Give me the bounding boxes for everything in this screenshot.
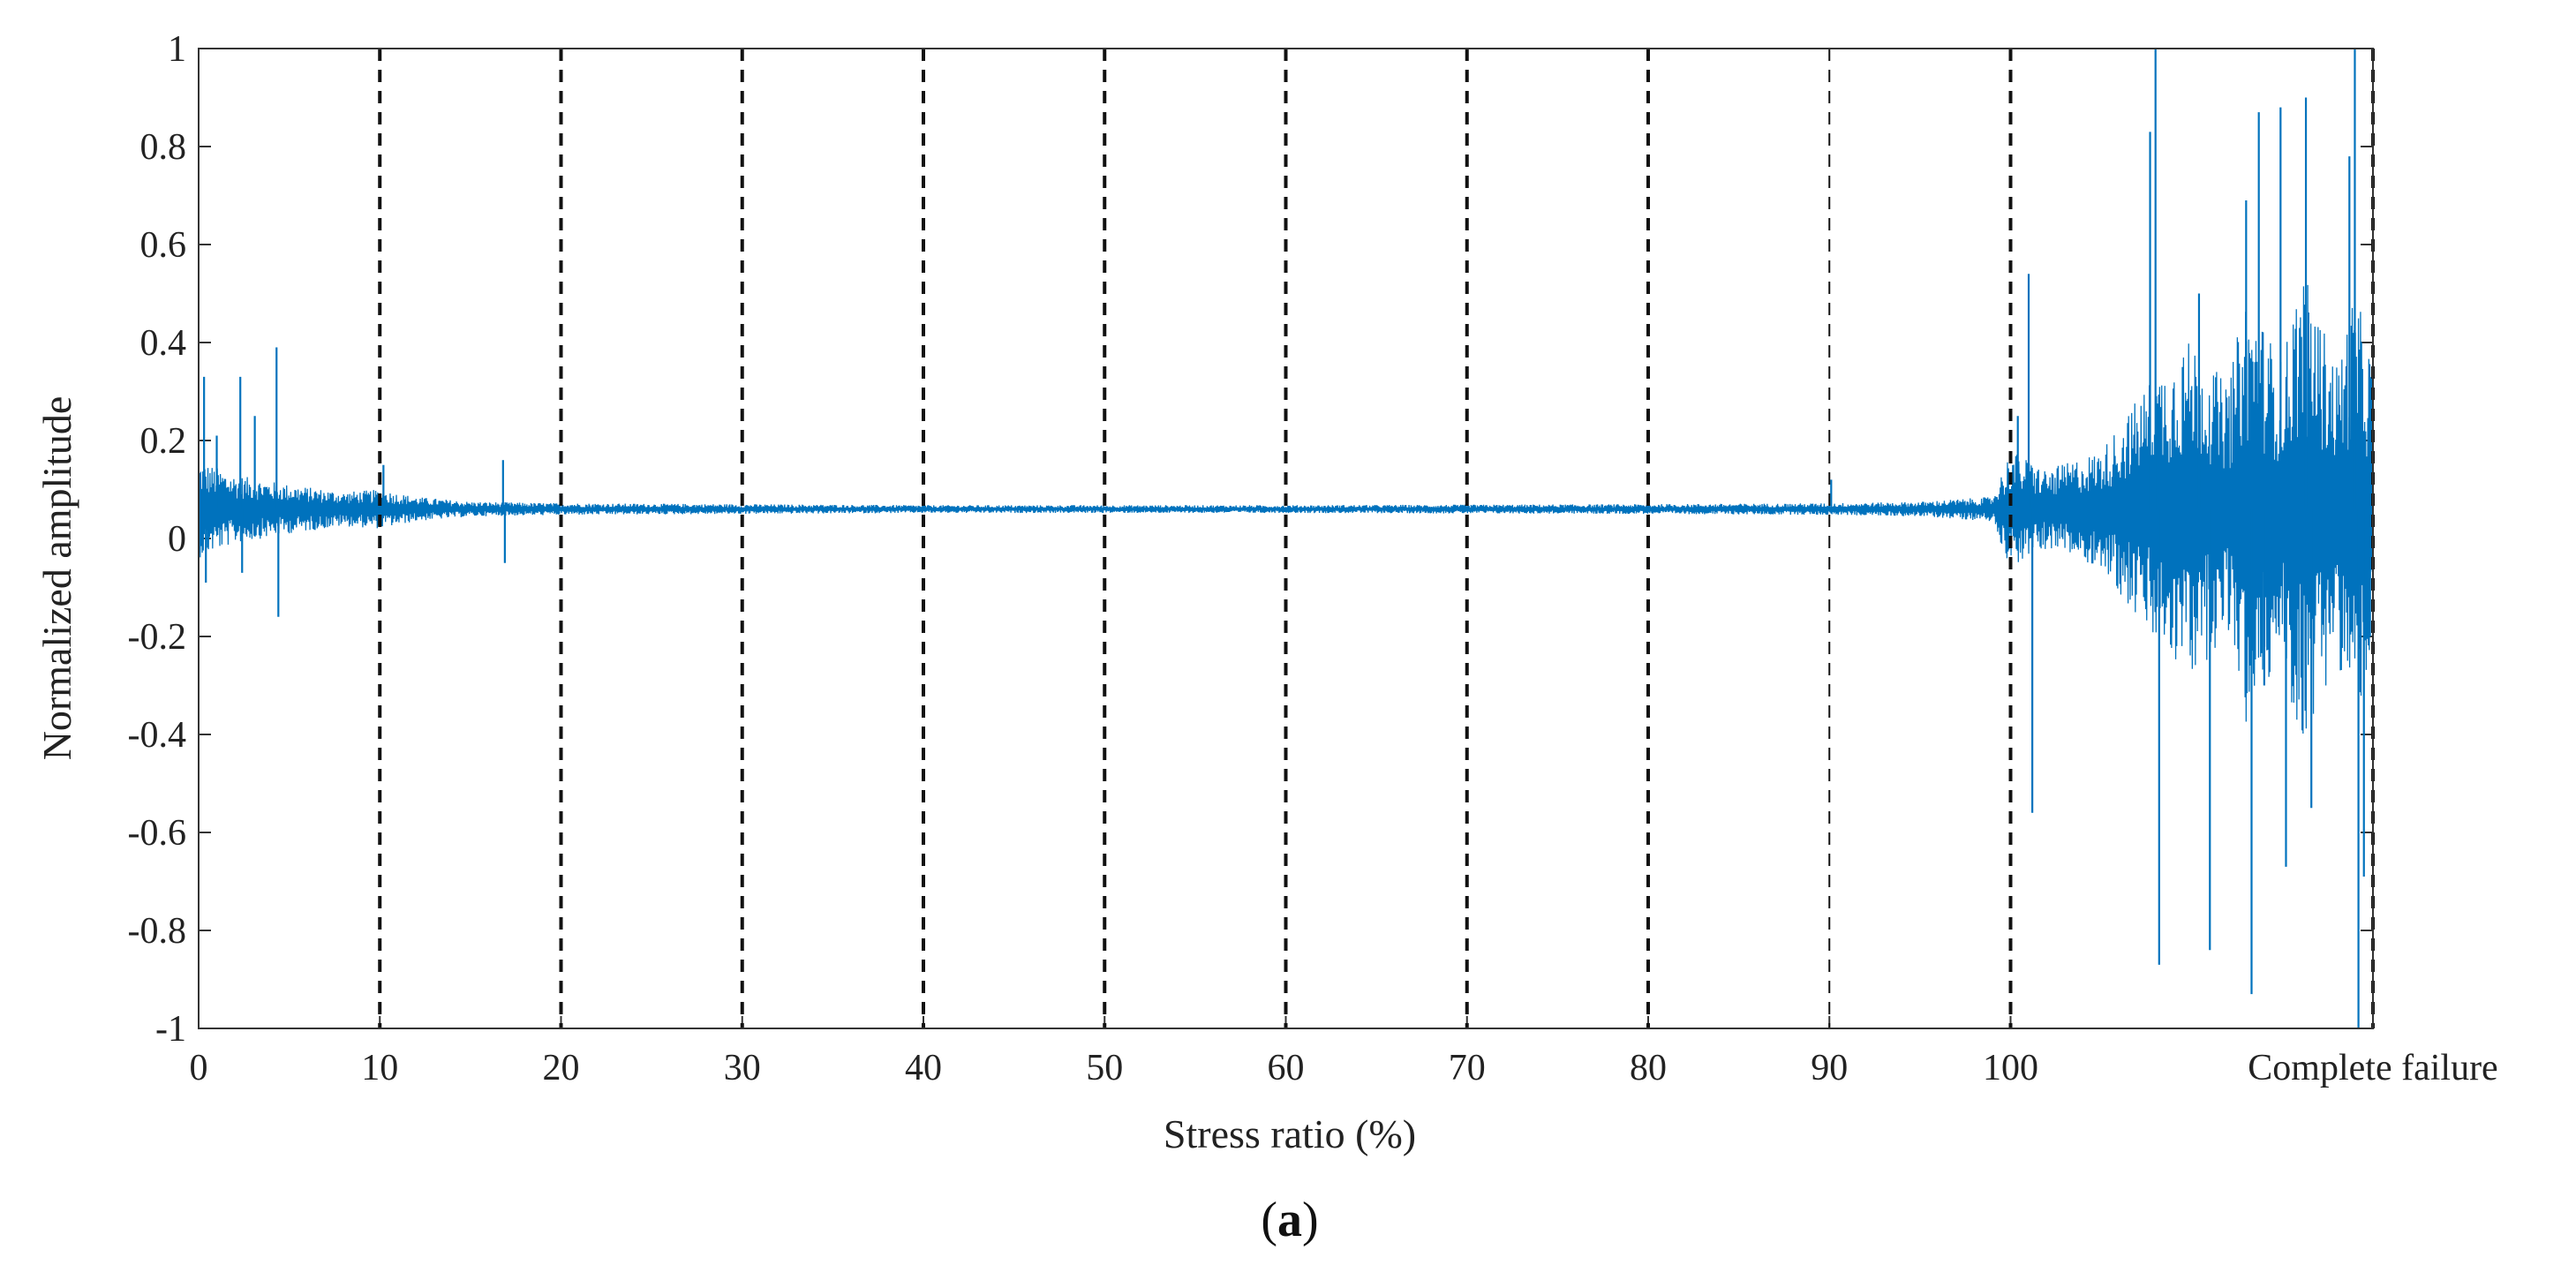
caption-letter: a	[1277, 1193, 1302, 1247]
y-tick-label: -1	[155, 1009, 186, 1050]
y-tick-label: 1	[168, 29, 186, 70]
x-tick-label: 30	[724, 1048, 761, 1088]
y-tick-label: 0.6	[140, 225, 187, 266]
x-tick-label: 40	[905, 1048, 942, 1088]
y-tick-label: -0.4	[128, 715, 187, 756]
x-tick-label: 90	[1811, 1048, 1848, 1088]
caption-close: )	[1302, 1193, 1319, 1247]
x-axis-title: Stress ratio (%)	[1164, 1111, 1416, 1156]
y-tick-label: 0.4	[140, 323, 187, 364]
y-axis-title: Normalized amplitude	[34, 396, 79, 761]
plot-frame	[198, 48, 2374, 1029]
y-tick-label: 0	[168, 519, 186, 560]
y-axis-ticks: -1 -0.8 -0.6 -0.4 -0.2 0 0.2 0.4 0.6 0.8 1	[128, 29, 2373, 1050]
x-tick-label: 50	[1086, 1048, 1123, 1088]
signal-line	[198, 284, 2374, 734]
signal-series	[198, 49, 2374, 1028]
y-tick-label: -0.8	[128, 911, 187, 952]
x-tick-label: 100	[1983, 1048, 2038, 1088]
x-tick-label: Complete failure	[2248, 1048, 2497, 1088]
stress-ratio-markers	[378, 49, 2375, 1028]
x-axis-ticks: 0 10 20 30 40 50 60 70 80 90 100 Complete failure	[190, 1016, 2498, 1088]
y-tick-label: 0.2	[140, 421, 187, 462]
x-tick-label: 60	[1268, 1048, 1305, 1088]
x-tick-label: 0	[190, 1048, 208, 1088]
x-tick-label: 20	[543, 1048, 580, 1088]
x-tick-label: 80	[1630, 1048, 1667, 1088]
y-tick-label: 0.8	[140, 127, 187, 168]
y-tick-label: -0.2	[128, 617, 187, 658]
figure-caption: (a)	[1261, 1193, 1318, 1247]
y-tick-label: -0.6	[128, 813, 187, 854]
x-tick-label: 10	[361, 1048, 398, 1088]
caption-open: (	[1261, 1193, 1277, 1247]
x-tick-label: 70	[1449, 1048, 1486, 1088]
